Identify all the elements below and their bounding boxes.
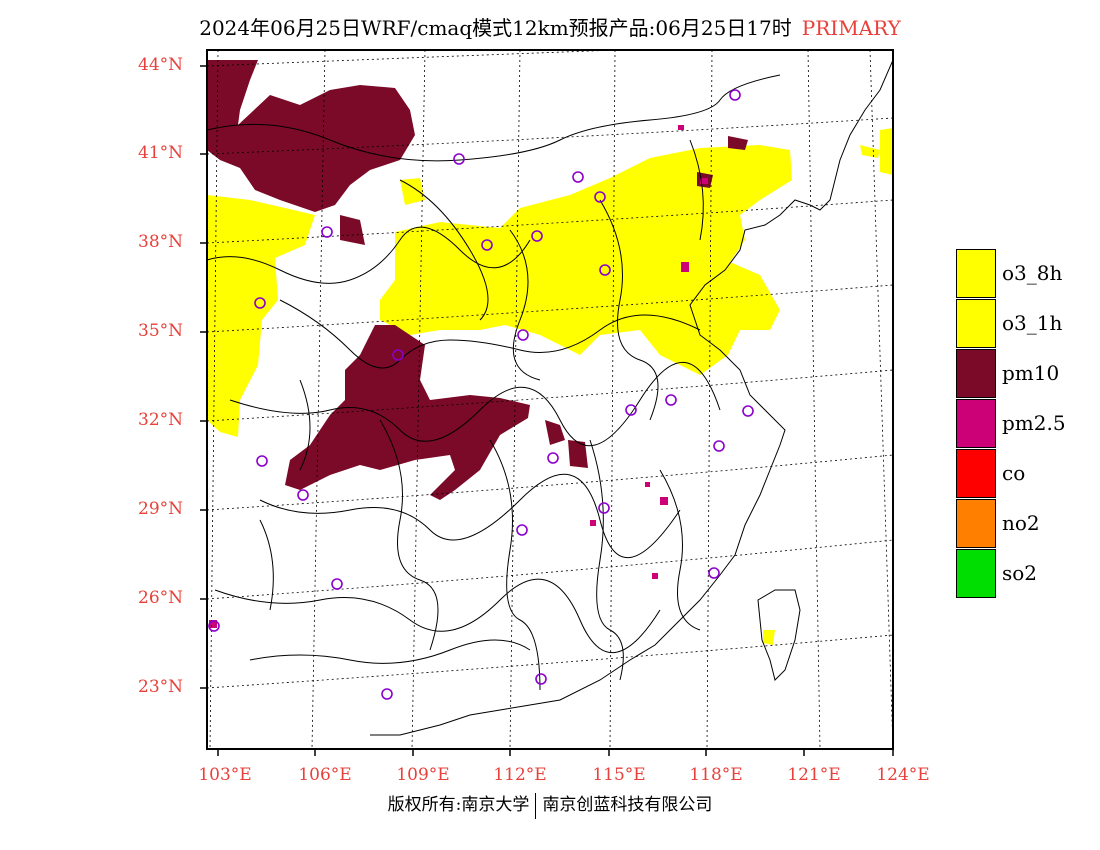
legend-label: pm2.5 — [1002, 411, 1066, 435]
legend-swatch — [956, 499, 996, 548]
copyright-left: 版权所有:南京大学 — [387, 795, 530, 815]
copyright-footer: 版权所有:南京大学 南京创蓝科技有限公司 — [0, 790, 1100, 819]
legend-swatch — [956, 399, 996, 448]
map-title: 2024年06月25日WRF/cmaq模式12km预报产品:06月25日17时 P… — [0, 12, 1100, 41]
station-markers — [208, 89, 754, 700]
lat-label-29: 29°N — [138, 499, 184, 519]
lon-label-109: 109°E — [396, 765, 450, 785]
pm10-region — [207, 60, 748, 500]
legend-label: o3_8h — [1002, 261, 1063, 285]
legend-label: pm10 — [1002, 361, 1060, 385]
legend-swatch — [956, 349, 996, 398]
lon-label-124: 124°E — [876, 765, 930, 785]
legend-swatch — [956, 249, 996, 298]
graticule — [207, 50, 893, 749]
legend-item-co: co — [956, 449, 1096, 499]
title-text: 2024年06月25日WRF/cmaq模式12km预报产品:06月25日17时 — [199, 16, 792, 40]
lon-label-103: 103°E — [198, 765, 252, 785]
legend-swatch — [956, 549, 996, 598]
lat-label-41: 41°N — [138, 143, 184, 163]
map-frame — [206, 49, 894, 750]
title-primary-tag: PRIMARY — [801, 16, 901, 40]
copyright-right: 南京创蓝科技有限公司 — [542, 795, 713, 815]
legend-item-o3-1h: o3_1h — [956, 299, 1096, 349]
lon-label-115: 115°E — [592, 765, 646, 785]
legend-item-o3-8h: o3_8h — [956, 249, 1096, 299]
lon-label-106: 106°E — [298, 765, 352, 785]
pm25-specks — [209, 125, 708, 628]
legend-swatch — [956, 299, 996, 348]
o3-region — [207, 128, 893, 645]
lon-label-112: 112°E — [493, 765, 547, 785]
pollutant-legend: o3_8h o3_1h pm10 pm2.5 co no2 so2 — [956, 249, 1096, 599]
legend-label: no2 — [1002, 511, 1040, 535]
legend-item-so2: so2 — [956, 549, 1096, 599]
copyright-divider — [535, 792, 537, 819]
legend-label: so2 — [1002, 561, 1038, 585]
lat-label-23: 23°N — [138, 677, 184, 697]
legend-swatch — [956, 449, 996, 498]
lat-label-26: 26°N — [138, 588, 184, 608]
coastline-and-borders — [207, 59, 893, 736]
lat-label-38: 38°N — [138, 232, 184, 252]
legend-item-pm10: pm10 — [956, 349, 1096, 399]
legend-item-no2: no2 — [956, 499, 1096, 549]
legend-item-pm25: pm2.5 — [956, 399, 1096, 449]
tick-marks — [200, 65, 894, 756]
lon-label-121: 121°E — [787, 765, 841, 785]
legend-label: co — [1002, 461, 1026, 485]
lat-label-44: 44°N — [138, 55, 184, 75]
lon-label-118: 118°E — [689, 765, 743, 785]
legend-label: o3_1h — [1002, 311, 1063, 335]
lat-label-35: 35°N — [138, 321, 184, 341]
lat-label-32: 32°N — [138, 410, 184, 430]
